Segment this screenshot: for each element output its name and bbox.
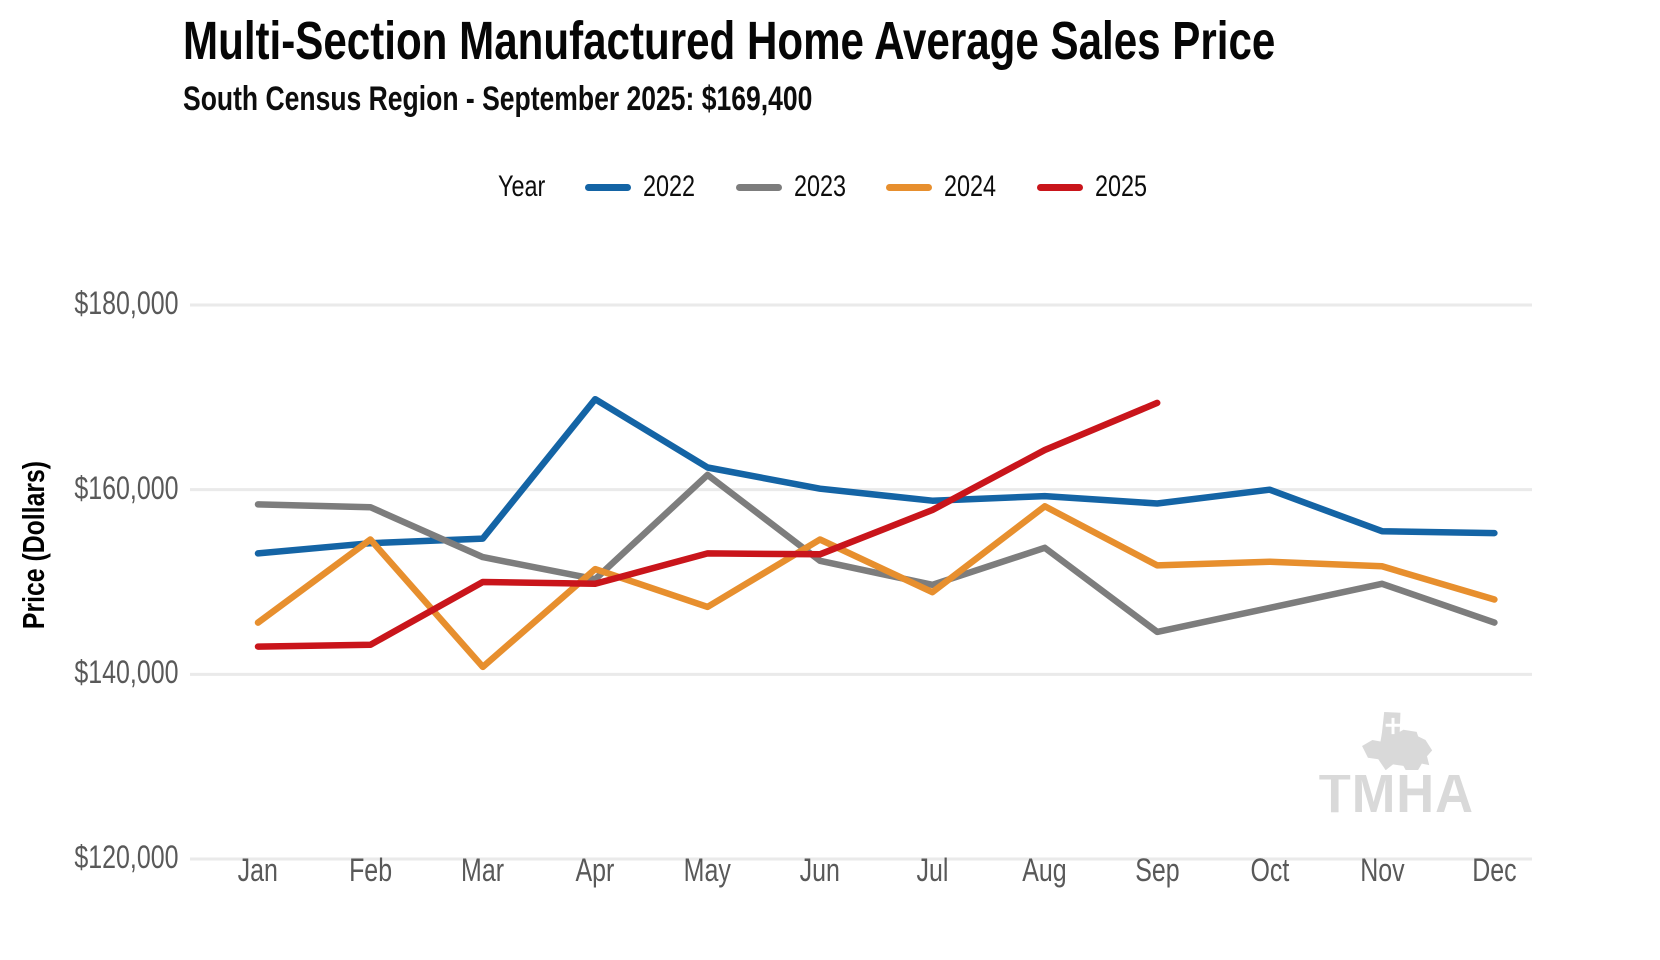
chart-subtitle-text: South Census Region - September 2025: $1…	[183, 80, 813, 118]
legend-item-2025[interactable]: 2025	[1037, 170, 1162, 204]
series-line-2023	[254, 471, 1498, 636]
legend-label: 2022	[642, 170, 695, 203]
x-tick-label-Nov: Nov	[1359, 852, 1405, 888]
series-line-2024	[254, 503, 1498, 671]
x-tick-label-Aug: Aug	[1022, 852, 1068, 888]
y-tick-label: $160,000	[73, 469, 178, 506]
legend-swatch-2023	[735, 183, 782, 191]
x-tick-label-May: May	[684, 852, 732, 888]
legend: Year 2022 2023 2024 2025	[0, 168, 1660, 206]
legend-item-2023[interactable]: 2023	[735, 170, 861, 204]
x-tick-label-Jun: Jun	[799, 852, 841, 888]
legend-swatch-2022	[584, 183, 631, 191]
series-line-2022	[254, 395, 1498, 557]
chart-title-text: Multi-Section Manufactured Home Average …	[183, 11, 1276, 71]
legend-item-2022[interactable]: 2022	[584, 170, 710, 204]
legend-swatch-2024	[886, 183, 933, 191]
y-tick-label: $120,000	[73, 839, 178, 875]
x-tick-label-Dec: Dec	[1472, 852, 1517, 888]
chart-title: Multi-Section Manufactured Home Average …	[183, 10, 1583, 72]
series-line-2025	[254, 399, 1161, 650]
chart-subtitle: South Census Region - September 2025: $1…	[183, 80, 990, 119]
x-tick-label-Oct: Oct	[1250, 852, 1290, 888]
legend-item-2024[interactable]: 2024	[886, 170, 1011, 204]
x-tick-label-Mar: Mar	[461, 852, 505, 888]
y-tick-label: $140,000	[73, 654, 178, 691]
x-tick-label-Jan: Jan	[237, 852, 279, 888]
legend-label: 2025	[1095, 170, 1148, 203]
y-tick-label: $180,000	[73, 285, 178, 321]
x-tick-label-Sep: Sep	[1134, 852, 1180, 888]
x-tick-label-Jul: Jul	[916, 852, 949, 888]
x-tick-label-Feb: Feb	[348, 852, 392, 888]
legend-swatch-2025	[1037, 183, 1084, 191]
legend-label: 2023	[793, 170, 846, 203]
legend-label: 2024	[944, 170, 997, 203]
legend-title: Year	[498, 170, 546, 203]
x-tick-label-Apr: Apr	[575, 852, 615, 888]
